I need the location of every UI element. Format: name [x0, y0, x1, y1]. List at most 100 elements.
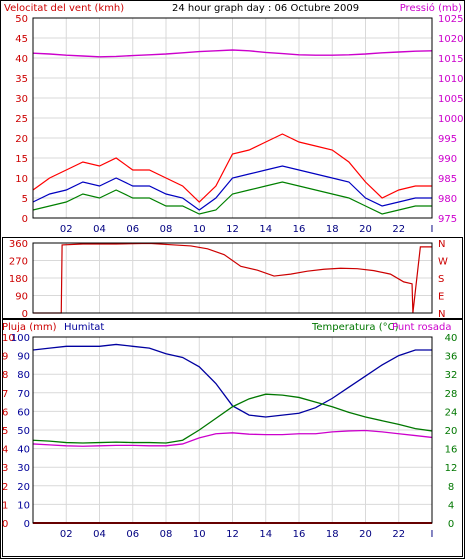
pressure-y-tick: 1020: [438, 34, 463, 45]
x-tick-label: I: [431, 224, 434, 235]
direction-y-tick: 270: [9, 257, 28, 268]
series-pressure-line: [32, 49, 433, 58]
direction-y-tick: 360: [9, 239, 28, 250]
x-tick-label: 02: [60, 529, 73, 540]
humidity-y-tick: 40: [17, 445, 30, 456]
wind-y-tick: 0: [22, 214, 28, 225]
series-direction-line: [33, 242, 432, 314]
wind-y-tick: 5: [22, 194, 28, 205]
temperature-y-tick: 20: [445, 426, 458, 437]
pressure-y-tick: 1000: [438, 114, 463, 125]
x-tick-label: 06: [126, 529, 139, 540]
x-tick-label: 02: [60, 224, 73, 235]
x-tick-label: 14: [259, 224, 272, 235]
rain-y-tick: 2: [2, 482, 8, 493]
series-humidity-line: [32, 343, 432, 418]
temperature-y-tick: 36: [445, 352, 458, 363]
wind-y-tick: 45: [15, 34, 28, 45]
series-speed-line: [32, 181, 432, 215]
pressure-y-tick: 1015: [438, 54, 463, 65]
pressure-y-tick: 985: [438, 174, 457, 185]
wind-y-tick: 50: [15, 14, 28, 25]
pressure-y-tick: 1010: [438, 74, 463, 85]
x-tick-label: 06: [126, 224, 139, 235]
wind-y-tick: 40: [15, 54, 28, 65]
pressure-y-tick: 1025: [438, 14, 463, 25]
compass-y-tick: N: [438, 239, 445, 250]
x-tick-label: 12: [226, 529, 239, 540]
pressure-y-tick: 995: [438, 134, 457, 145]
rain-y-tick: 9: [2, 352, 8, 363]
rain-y-tick: 0: [2, 519, 8, 530]
x-tick-label: 04: [93, 224, 106, 235]
x-tick-label: 16: [293, 224, 306, 235]
rain-y-tick: 6: [2, 407, 8, 418]
temperature-y-tick: 40: [445, 333, 458, 344]
x-tick-label: 10: [193, 224, 206, 235]
direction-y-tick: 0: [22, 309, 28, 320]
dewpoint-legend-label: Punt rosada: [392, 322, 451, 333]
humidity-y-tick: 80: [17, 370, 30, 381]
x-tick-label: 08: [160, 529, 173, 540]
x-tick-label: 20: [359, 529, 372, 540]
rain-y-tick: 4: [2, 445, 8, 456]
temperature-y-tick: 16: [445, 445, 458, 456]
temperature-y-tick: 0: [448, 519, 454, 530]
pressure-y-tick: 975: [438, 214, 457, 225]
compass-y-tick: S: [438, 274, 444, 285]
plot-frame: [32, 336, 433, 524]
pressure-y-tick: 1005: [438, 94, 463, 105]
x-tick-label: 18: [326, 529, 339, 540]
x-tick-label: 08: [160, 224, 173, 235]
direction-y-tick: 180: [9, 274, 28, 285]
compass-y-tick: N: [438, 309, 445, 320]
x-tick-label: 10: [193, 529, 206, 540]
x-tick-label: 22: [392, 224, 405, 235]
humidity-y-tick: 70: [17, 389, 30, 400]
humidity-y-tick: 10: [17, 500, 30, 511]
humidity-y-tick: 0: [24, 519, 30, 530]
direction-panel-box: [2, 237, 463, 320]
series-avg-line: [32, 165, 432, 211]
temperature-y-tick: 4: [448, 500, 454, 511]
pressure-y-tick: 990: [438, 154, 457, 165]
humidity-y-tick: 60: [17, 407, 30, 418]
rain-y-tick: 3: [2, 463, 8, 474]
wind-y-tick: 35: [15, 74, 28, 85]
compass-y-tick: W: [438, 257, 448, 268]
rain-y-tick: 10: [2, 333, 15, 344]
rain-y-tick: 8: [2, 370, 8, 381]
wind-y-tick: 10: [15, 174, 28, 185]
humidity-y-tick: 90: [17, 352, 30, 363]
x-tick-label: 14: [259, 529, 272, 540]
x-tick-label: I: [431, 529, 434, 540]
x-tick-label: 04: [93, 529, 106, 540]
wind-y-tick: 20: [15, 134, 28, 145]
series-dewpoint-line: [32, 429, 433, 447]
wind-axis-title: Velocitat del vent (kmh): [4, 3, 124, 14]
temperature-y-tick: 8: [448, 482, 454, 493]
compass-y-tick: E: [438, 292, 444, 303]
rain-y-tick: 1: [2, 500, 8, 511]
series-gust-line: [32, 133, 432, 203]
humidity-y-tick: 100: [11, 333, 30, 344]
temperature-legend-label: Temperatura (°C): [311, 322, 399, 333]
temperature-y-tick: 24: [445, 407, 458, 418]
x-tick-label: 22: [392, 529, 405, 540]
temperature-y-tick: 32: [445, 370, 458, 381]
humidity-legend-label: Humitat: [64, 322, 104, 333]
wind-y-tick: 15: [15, 154, 28, 165]
labels-layer: Velocitat del vent (kmh) 24 hour graph d…: [2, 2, 463, 540]
direction-y-tick: 90: [15, 292, 28, 303]
humidity-panel-box: [2, 318, 463, 557]
x-tick-label: 12: [226, 224, 239, 235]
rain-axis-title: Pluja (mm): [2, 322, 57, 333]
rain-y-tick: 7: [2, 389, 8, 400]
wind-y-tick: 25: [15, 114, 28, 125]
temperature-y-tick: 12: [445, 463, 458, 474]
x-tick-label: 18: [326, 224, 339, 235]
pressure-axis-title: Pressió (mb): [400, 2, 462, 14]
x-tick-label: 20: [359, 224, 372, 235]
